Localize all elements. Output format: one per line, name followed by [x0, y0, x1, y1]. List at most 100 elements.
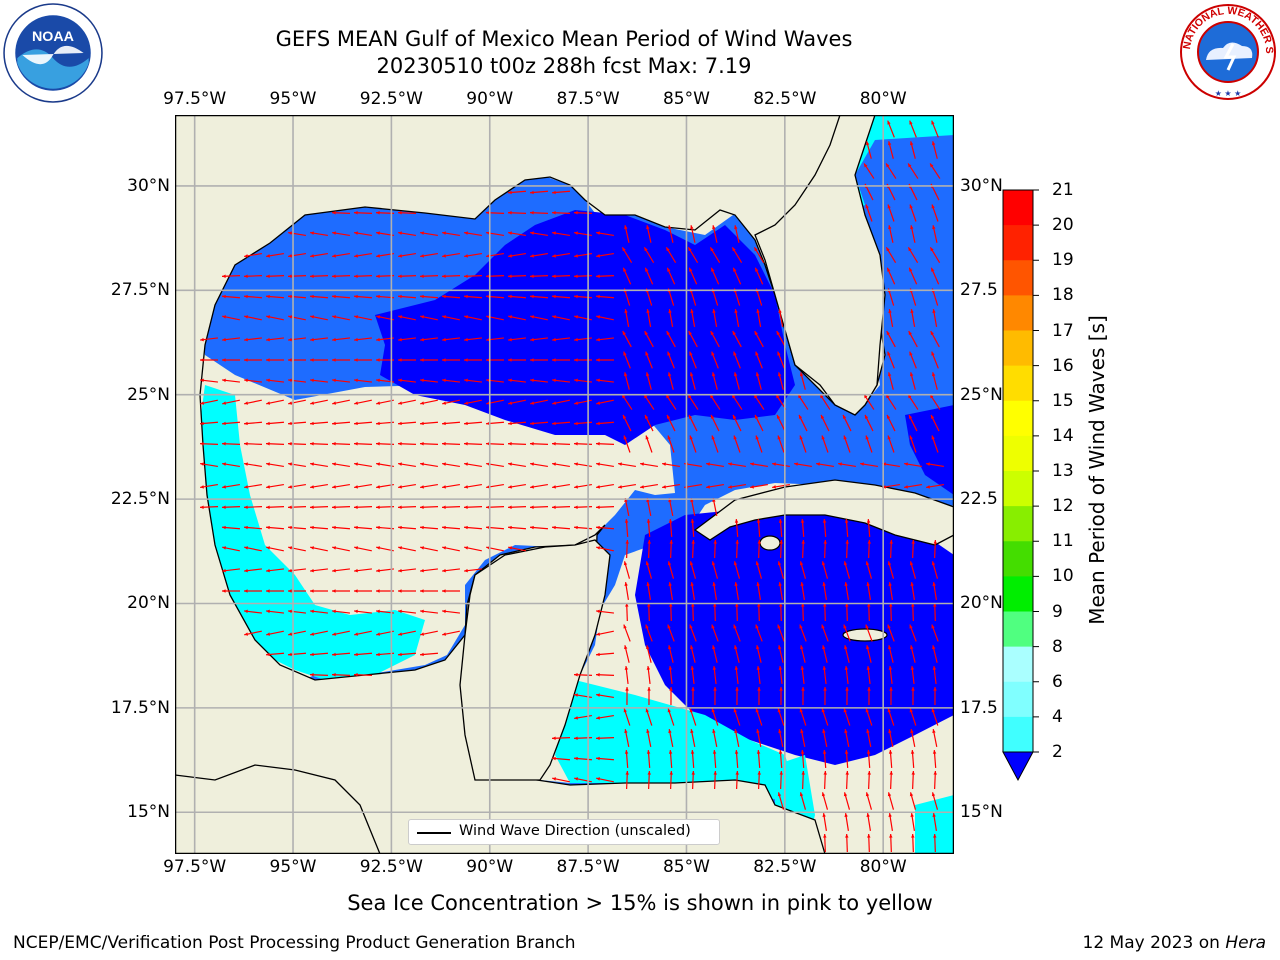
- wind-wave-arrowhead: [933, 540, 937, 544]
- wind-wave-arrowhead: [667, 351, 671, 356]
- wind-wave-arrowhead: [464, 274, 468, 278]
- period-4-6-south: [555, 680, 800, 805]
- wind-wave-arrowhead: [733, 267, 737, 272]
- wind-wave-arrowhead: [288, 525, 292, 530]
- wind-wave-arrowhead: [645, 435, 649, 440]
- lon-tick-label-bottom: 80°W: [859, 857, 907, 877]
- wind-wave-arrowhead: [910, 750, 915, 754]
- wind-wave-arrowhead: [530, 274, 534, 278]
- wind-wave-arrowhead: [624, 309, 628, 313]
- wind-wave-arrowhead: [646, 309, 650, 313]
- wind-wave-arrowhead: [486, 378, 490, 383]
- wind-wave-arrowhead: [376, 442, 380, 446]
- colorbar: [1002, 189, 1039, 782]
- colorbar-label: 16: [1052, 355, 1074, 376]
- wind-wave-arrowhead: [398, 505, 402, 509]
- colorbar-segment: [1003, 611, 1033, 648]
- wind-wave-arrowhead: [756, 750, 761, 754]
- wind-wave-arrowhead: [222, 505, 226, 509]
- wind-wave-arrowhead: [354, 401, 359, 405]
- wind-wave-arrowhead: [756, 582, 760, 586]
- wind-wave-arrowhead: [711, 624, 715, 629]
- wind-wave-arrowhead: [755, 351, 759, 356]
- wind-wave-arrowhead: [779, 540, 783, 544]
- wind-wave-arrowhead: [376, 652, 380, 657]
- wind-wave-arrowhead: [866, 729, 870, 734]
- wind-wave-arrowhead: [530, 294, 534, 299]
- colorbar-label: 11: [1052, 531, 1074, 552]
- lon-tick-label-top: 90°W: [466, 89, 514, 109]
- wind-wave-arrowhead: [865, 204, 869, 209]
- wind-wave-arrowhead: [887, 204, 891, 209]
- wind-wave-arrowhead: [244, 401, 249, 405]
- wind-wave-arrowhead: [666, 247, 670, 252]
- colorbar-segment: [1003, 541, 1033, 577]
- lon-tick-label-bottom: 82.5°W: [753, 857, 817, 877]
- wind-wave-arrowhead: [690, 645, 694, 650]
- wind-wave-arrowhead: [932, 645, 936, 650]
- wind-wave-arrowhead: [624, 645, 628, 650]
- wind-wave-arrowhead: [909, 414, 913, 419]
- wind-wave-arrowhead: [623, 372, 628, 377]
- colorbar-label: 15: [1052, 390, 1074, 411]
- wind-wave-arrowhead: [843, 435, 847, 440]
- wind-wave-arrowhead: [486, 421, 490, 426]
- wind-wave-arrowhead: [508, 505, 512, 509]
- wind-wave-arrowhead: [442, 442, 446, 446]
- wind-wave-arrowhead: [464, 568, 468, 573]
- wind-wave-arrowhead: [376, 315, 381, 319]
- wind-wave-arrowhead: [755, 624, 759, 629]
- wind-wave-arrowhead: [735, 687, 739, 691]
- wind-wave-arrowhead: [667, 624, 671, 629]
- wind-wave-arrowhead: [666, 331, 670, 336]
- wind-wave-arrowhead: [867, 771, 871, 775]
- wind-wave-arrowhead: [530, 211, 534, 215]
- wind-wave-arrowhead: [623, 561, 628, 566]
- wind-wave-arrowhead: [288, 337, 292, 342]
- wind-wave-arrowhead: [888, 729, 892, 734]
- wind-wave-arrowhead: [552, 736, 556, 740]
- lon-tick-label-bottom: 85°W: [662, 857, 710, 877]
- wind-wave-arrowhead: [420, 568, 424, 573]
- wind-wave-arrowhead: [508, 211, 512, 215]
- footer-date-text: 12 May 2023 on: [1082, 933, 1226, 953]
- wind-wave-arrowhead: [288, 632, 293, 636]
- wind-wave-arrowhead: [644, 247, 648, 252]
- wind-wave-arrowhead: [332, 589, 336, 593]
- wind-wave-arrowhead: [779, 603, 783, 607]
- wind-wave-arrowhead: [755, 708, 759, 713]
- wind-wave-arrowhead: [756, 519, 761, 523]
- wind-wave-arrowhead: [420, 652, 424, 657]
- wind-wave-arrowhead: [596, 777, 601, 781]
- wind-wave-arrowhead: [442, 294, 446, 299]
- wind-wave-arrowhead: [398, 231, 402, 235]
- wind-wave-arrowhead: [645, 351, 649, 356]
- wind-wave-arrowhead: [266, 337, 270, 342]
- colorbar-segment: [1003, 506, 1033, 542]
- wind-wave-arrowhead: [552, 505, 556, 509]
- wind-wave-arrowhead: [691, 540, 695, 544]
- wind-wave-arrowhead: [266, 609, 270, 614]
- lat-tick-label-right: 30°N: [960, 175, 1003, 196]
- wind-wave-arrowhead: [910, 309, 914, 313]
- wind-wave-arrowhead: [667, 267, 671, 272]
- wind-wave-arrowhead: [662, 462, 666, 466]
- wind-wave-arrowhead: [800, 645, 804, 650]
- wind-wave-arrowhead: [354, 294, 358, 299]
- wind-wave-arrowhead: [420, 485, 424, 489]
- wind-wave-arrowhead: [420, 462, 424, 466]
- wind-wave-arrowhead: [508, 190, 512, 195]
- wind-wave-arrowhead: [800, 750, 805, 754]
- wind-wave-arrowhead: [574, 294, 578, 299]
- wind-wave-arrowhead: [909, 624, 913, 629]
- wind-wave-arrowhead: [669, 687, 673, 691]
- wind-wave-arrowhead: [486, 337, 490, 342]
- wind-wave-arrowhead: [222, 274, 226, 278]
- wind-wave-arrowhead: [777, 561, 782, 566]
- wind-wave-arrowhead: [266, 462, 270, 466]
- wind-wave-arrowhead: [889, 687, 893, 691]
- wind-wave-arrowhead: [442, 568, 446, 573]
- wind-wave-arrowhead: [756, 729, 760, 734]
- wind-wave-arrowhead: [909, 120, 913, 125]
- wind-wave-arrowhead: [754, 247, 758, 252]
